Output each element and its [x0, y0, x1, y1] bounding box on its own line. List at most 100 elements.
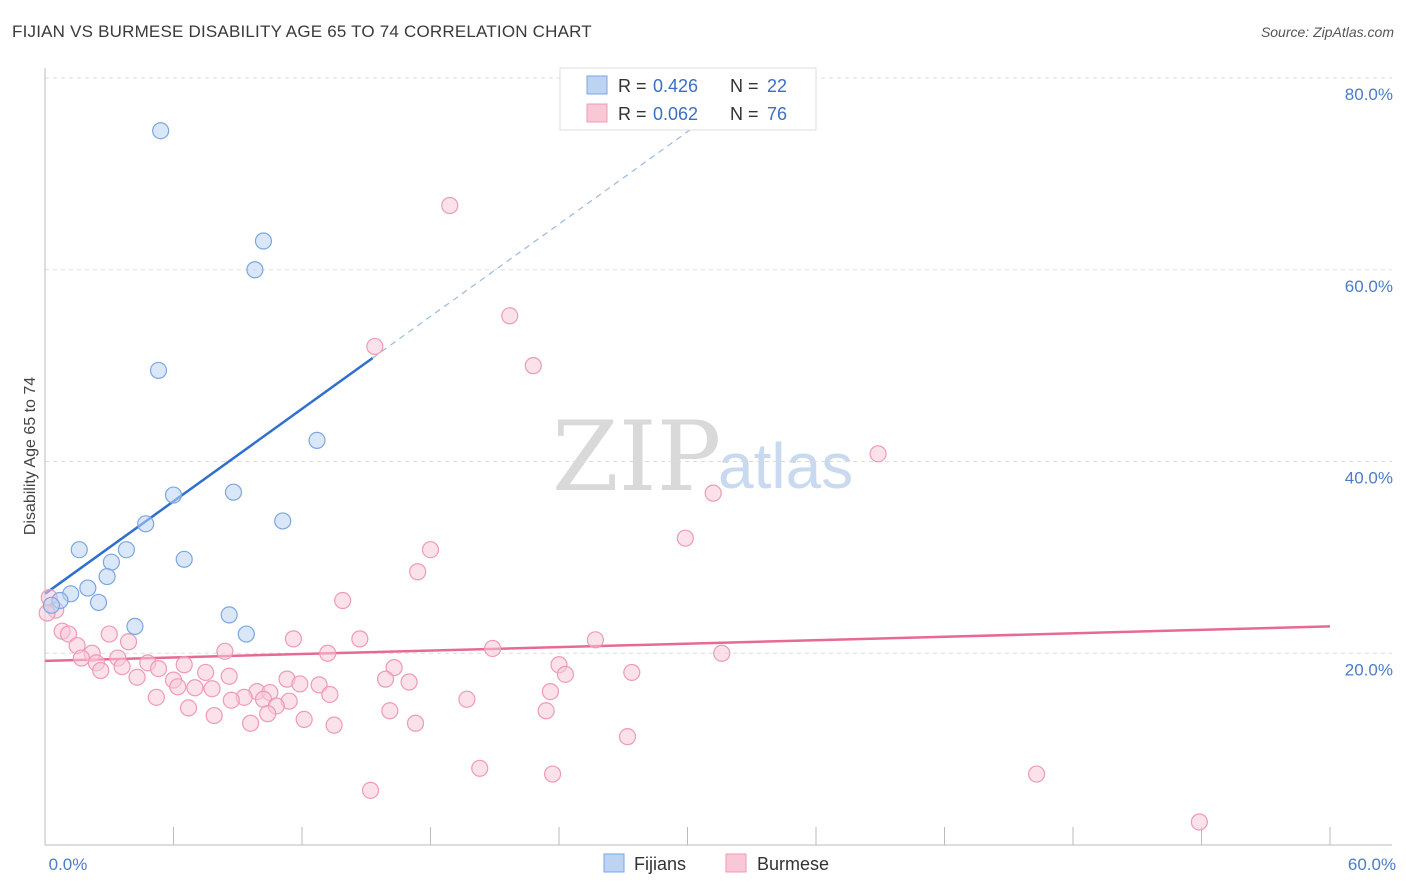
burmese-point [119, 633, 138, 651]
burmese-point [310, 676, 328, 694]
burmese-point [537, 702, 555, 720]
burmese-point [385, 659, 403, 677]
burmese-point [216, 642, 234, 660]
legend-swatch-burmese [586, 103, 608, 123]
burmese-point [586, 631, 605, 649]
fijians-point [126, 617, 144, 636]
y-tick-label: 40.0% [1345, 469, 1393, 488]
burmese-point [618, 728, 637, 746]
fijians-trend-line [44, 356, 374, 595]
burmese-point [556, 665, 575, 683]
burmese-point [291, 675, 309, 693]
legend-r-label-1: R = [618, 76, 647, 96]
legend-r-label-2: R = [618, 104, 647, 124]
legend-n-value-2: 76 [767, 104, 787, 124]
burmese-point [319, 644, 337, 662]
y-tick-label: 20.0% [1345, 660, 1393, 679]
fijians-trend-extension [372, 115, 710, 359]
fijians-point [79, 579, 97, 597]
burmese-point [100, 625, 118, 643]
watermark-zip: ZIP [552, 401, 721, 513]
burmese-point [179, 699, 198, 717]
x-tick-label-max: 60.0% [1348, 855, 1396, 874]
watermark: ZIP atlas [552, 401, 853, 513]
fijians-point [224, 483, 243, 501]
watermark-atlas: atlas [718, 430, 853, 502]
fijians-point [98, 567, 116, 586]
fijians-point [274, 512, 292, 530]
chart-title: FIJIAN VS BURMESE DISABILITY AGE 65 TO 7… [12, 22, 592, 41]
burmese-point [59, 625, 78, 643]
burmese-point [409, 563, 427, 581]
fijians-point [137, 515, 155, 533]
y-tick-label: 60.0% [1345, 277, 1393, 296]
burmese-point [713, 644, 731, 662]
burmese-point [1190, 813, 1208, 831]
legend-swatch-fijians [586, 75, 608, 95]
fijians-point [237, 625, 255, 643]
fijians-point [102, 553, 120, 571]
burmese-point [325, 716, 343, 734]
fijians-point [70, 541, 88, 559]
legend-r-value-1: 0.426 [653, 76, 698, 96]
fijians-point [308, 431, 326, 450]
legend-n-label-1: N = [730, 76, 759, 96]
burmese-point [543, 765, 562, 783]
data-points [38, 122, 1208, 831]
burmese-point [197, 663, 215, 682]
bottom-legend-swatch-burmese [725, 853, 747, 873]
chart-source: Source: ZipAtlas.com [1260, 24, 1394, 40]
burmese-point [169, 678, 187, 696]
legend-n-label-2: N = [730, 104, 759, 124]
burmese-point [421, 541, 440, 559]
burmese-point [623, 663, 641, 682]
burmese-point [441, 196, 459, 215]
burmese-point [376, 670, 395, 688]
burmese-point [869, 445, 887, 463]
burmese-point [113, 658, 131, 676]
burmese-point [203, 680, 221, 698]
fijians-point [89, 593, 108, 612]
burmese-point [92, 661, 110, 680]
trend-lines [44, 115, 1331, 663]
burmese-point [259, 705, 277, 723]
burmese-point [149, 659, 168, 678]
fijians-point [254, 232, 273, 250]
burmese-point [321, 685, 339, 704]
y-tick-label: 80.0% [1345, 85, 1393, 104]
burmese-point [1027, 765, 1046, 783]
burmese-point [676, 529, 694, 547]
burmese-point [72, 649, 91, 667]
burmese-point [541, 682, 560, 701]
fijians-point [152, 122, 170, 140]
burmese-point [484, 639, 502, 658]
burmese-point [242, 714, 260, 732]
y-axis-label: Disability Age 65 to 74 [22, 377, 39, 535]
legend-r-value-2: 0.062 [653, 104, 698, 124]
fijians-point [149, 361, 168, 380]
fijians-point [42, 596, 61, 614]
bottom-legend-burmese: Burmese [757, 854, 829, 874]
axes: 20.0% 40.0% 60.0% 80.0% 0.0% 60.0% [44, 68, 1396, 874]
burmese-point [222, 691, 240, 709]
burmese-point [458, 690, 476, 708]
bottom-legend-swatch-fijians [603, 853, 625, 873]
fijians-point [175, 550, 193, 568]
legend-n-value-1: 22 [767, 76, 787, 96]
burmese-trend-line [44, 625, 1331, 663]
burmese-point [501, 307, 519, 325]
gridlines [45, 77, 1392, 654]
burmese-point [220, 667, 238, 685]
legend: R = 0.426 N = 22 R = 0.062 N = 76 [559, 67, 817, 131]
burmese-point [366, 337, 384, 356]
burmese-point [186, 679, 204, 697]
burmese-point [295, 710, 313, 729]
burmese-point [334, 591, 352, 610]
burmese-point [406, 714, 425, 732]
fijians-point [117, 541, 135, 559]
burmese-point [471, 759, 489, 777]
bottom-legend: Fijians Burmese [603, 853, 829, 874]
burmese-point [381, 702, 399, 720]
burmese-point [205, 706, 223, 725]
